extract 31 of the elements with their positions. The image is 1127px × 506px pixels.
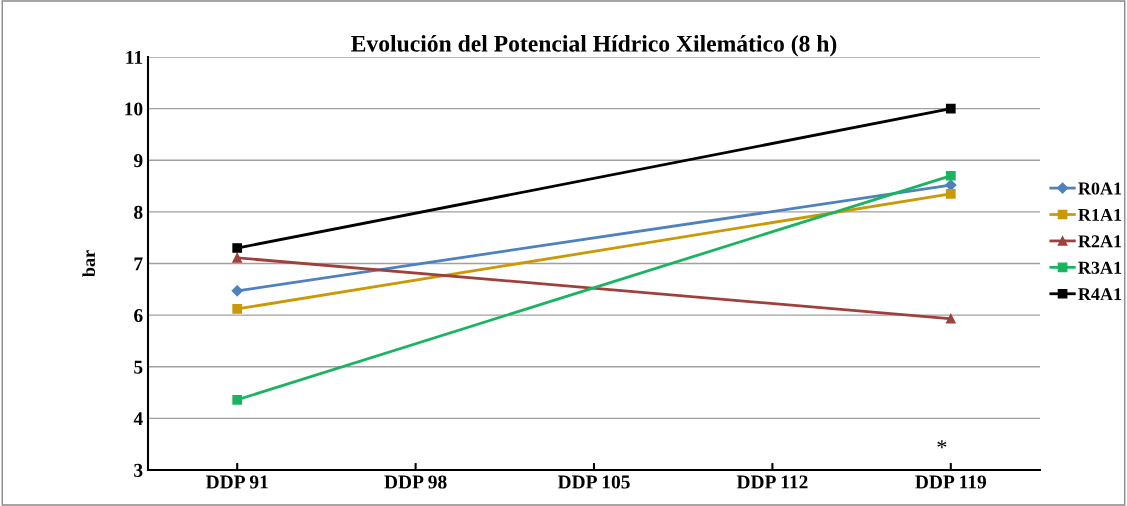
point (945, 103, 956, 114)
y-tick-label: 8 (134, 205, 143, 219)
annotation: * (937, 440, 947, 449)
legend-label: R4A1 (1078, 288, 1122, 301)
point (232, 394, 243, 405)
legend-label: R0A1 (1078, 182, 1122, 195)
chart-title: Evolución del Potencial Hídrico Xilemático (8 h) (351, 35, 837, 57)
legend-label: R2A1 (1078, 235, 1122, 248)
x-tick-label: DDP 112 (736, 475, 808, 489)
x-tick-label: DDP 98 (384, 475, 447, 489)
y-tick-label: 5 (134, 360, 143, 374)
legend-label: R1A1 (1078, 208, 1122, 221)
y-tick-label: 10 (125, 102, 143, 116)
y-tick-label: 3 (134, 463, 143, 477)
x-tick-label: DDP 119 (915, 475, 987, 489)
point (232, 252, 243, 263)
y-tick-label: 9 (133, 154, 143, 168)
x-tick-label: DDP 105 (557, 475, 630, 489)
y-tick-label: 6 (134, 309, 143, 323)
legend-label: R3A1 (1078, 261, 1122, 274)
point (945, 170, 956, 181)
point (231, 285, 243, 297)
point (945, 313, 956, 324)
y-tick-label: 11 (126, 50, 143, 64)
y-axis-title: bar (82, 250, 96, 277)
y-tick-label: 4 (133, 412, 143, 426)
point (232, 304, 243, 314)
x-tick-label: DDP 91 (205, 475, 268, 489)
point (945, 188, 956, 199)
point (232, 243, 243, 253)
y-tick-label: 7 (134, 257, 143, 271)
